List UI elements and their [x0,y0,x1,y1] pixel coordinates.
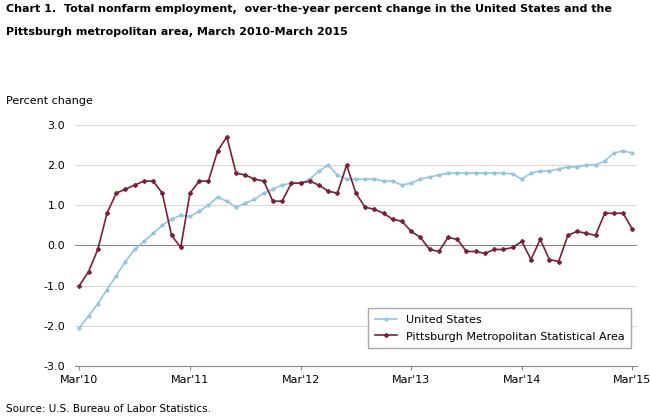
Text: Percent change: Percent change [6,96,94,106]
Pittsburgh Metropolitan Statistical Area [186,191,194,196]
Pittsburgh Metropolitan Statistical Area [380,211,387,216]
United States [186,214,194,219]
United States [370,176,378,181]
United States [554,166,562,171]
Text: Pittsburgh metropolitan area, March 2010-March 2015: Pittsburgh metropolitan area, March 2010… [6,27,348,37]
United States [629,151,636,156]
Legend: United States, Pittsburgh Metropolitan Statistical Area: United States, Pittsburgh Metropolitan S… [369,308,631,349]
Pittsburgh Metropolitan Statistical Area [629,227,636,232]
Line: Pittsburgh Metropolitan Statistical Area: Pittsburgh Metropolitan Statistical Area [78,136,634,287]
Pittsburgh Metropolitan Statistical Area [417,235,424,240]
United States [75,325,83,330]
United States [408,181,415,186]
Line: United States: United States [78,149,634,329]
United States [205,203,213,208]
Pittsburgh Metropolitan Statistical Area [278,199,286,204]
United States [269,187,277,192]
Pittsburgh Metropolitan Statistical Area [564,233,572,238]
Text: Chart 1.  Total nonfarm employment,  over-the-year percent change in the United : Chart 1. Total nonfarm employment, over-… [6,4,612,14]
Pittsburgh Metropolitan Statistical Area [75,283,83,288]
Text: Source: U.S. Bureau of Labor Statistics.: Source: U.S. Bureau of Labor Statistics. [6,404,211,414]
Pittsburgh Metropolitan Statistical Area [205,178,213,183]
United States [619,149,627,154]
Pittsburgh Metropolitan Statistical Area [223,134,231,139]
